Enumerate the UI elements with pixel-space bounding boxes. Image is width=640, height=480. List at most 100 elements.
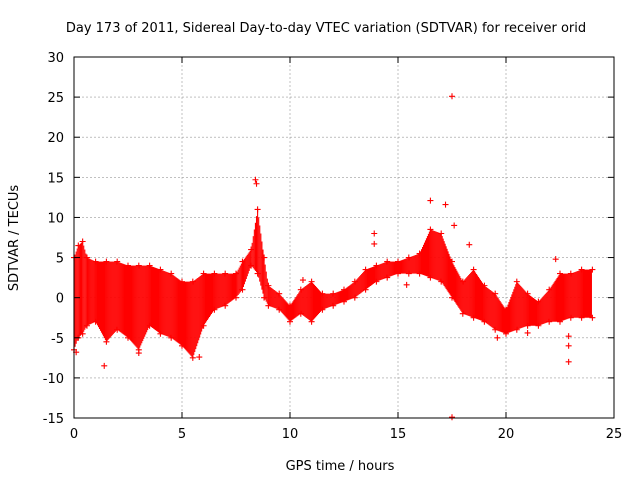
data-point xyxy=(287,302,293,309)
data-point xyxy=(535,298,542,305)
data-point xyxy=(535,322,542,329)
data-point xyxy=(384,258,391,265)
data-point xyxy=(189,278,196,285)
data-point xyxy=(276,306,283,313)
data-point xyxy=(287,318,293,325)
data-point xyxy=(449,294,455,301)
y-tick-label: -10 xyxy=(43,372,64,387)
x-axis-label: GPS time / hours xyxy=(286,459,395,474)
data-point xyxy=(557,318,563,325)
data-point-outlier xyxy=(442,201,449,208)
x-tick-label: 5 xyxy=(178,427,186,442)
data-point xyxy=(254,270,261,277)
data-point xyxy=(297,310,304,317)
data-point xyxy=(524,322,531,329)
data-point xyxy=(239,286,246,293)
data-point-outlier xyxy=(449,93,455,100)
data-point xyxy=(513,278,520,285)
x-tick-label: 15 xyxy=(390,427,407,442)
data-point xyxy=(211,270,218,277)
data-point xyxy=(351,294,358,301)
data-point xyxy=(481,282,488,289)
data-point xyxy=(589,314,596,321)
data-point xyxy=(103,258,110,265)
data-point-outlier xyxy=(101,362,108,369)
data-point xyxy=(362,266,369,273)
data-point xyxy=(567,270,574,277)
data-point-outlier xyxy=(449,414,455,421)
data-point-outlier xyxy=(371,230,378,237)
data-point xyxy=(168,334,175,341)
data-point xyxy=(373,262,380,269)
y-tick-label: 10 xyxy=(47,211,64,226)
data-point-outlier xyxy=(565,342,572,349)
data-point xyxy=(395,258,401,265)
data-point xyxy=(265,282,272,289)
data-point-outlier xyxy=(253,180,260,187)
data-point xyxy=(319,290,326,297)
data-point xyxy=(319,306,326,313)
y-tick-label: 0 xyxy=(56,292,64,307)
data-point xyxy=(114,258,121,265)
data-point xyxy=(222,270,229,277)
y-tick-label: 30 xyxy=(47,51,64,66)
x-tick-label: 10 xyxy=(282,427,299,442)
data-point xyxy=(405,254,412,261)
y-tick-label: -15 xyxy=(43,412,64,427)
data-point xyxy=(557,270,563,277)
data-point xyxy=(589,266,596,273)
data-point-outlier xyxy=(552,256,559,263)
data-point xyxy=(373,278,380,285)
grid xyxy=(74,57,614,418)
data-point xyxy=(265,302,272,309)
data-point xyxy=(200,270,207,277)
data-point xyxy=(470,314,477,321)
data-point xyxy=(341,286,347,293)
data-point-outlier xyxy=(403,281,410,288)
data-point xyxy=(492,290,499,297)
data-point xyxy=(384,274,391,281)
data-point-outlier xyxy=(427,197,434,204)
data-point xyxy=(362,286,369,293)
data-point xyxy=(405,270,412,277)
data-point xyxy=(146,262,153,269)
data-point xyxy=(524,290,531,297)
data-point xyxy=(125,262,131,269)
data-point xyxy=(79,238,86,245)
data-point xyxy=(233,270,239,277)
data-point xyxy=(427,274,434,281)
data-point-outlier xyxy=(299,277,306,284)
data-point xyxy=(459,310,466,317)
data-point xyxy=(546,318,553,325)
data-point xyxy=(503,306,509,313)
y-tick-label: 20 xyxy=(47,131,64,146)
data-point xyxy=(211,306,218,313)
data-point xyxy=(179,342,185,349)
data-point xyxy=(135,262,142,269)
data-point xyxy=(157,266,164,273)
data-point xyxy=(168,270,175,277)
y-tick-label: 15 xyxy=(47,171,64,186)
data-point-outlier xyxy=(494,334,501,341)
data-point xyxy=(276,290,283,297)
data-point xyxy=(248,246,255,253)
data-point xyxy=(416,250,423,257)
data-point xyxy=(179,278,185,285)
data-point xyxy=(459,278,466,285)
data-point xyxy=(114,326,121,333)
chart-title: Day 173 of 2011, Sidereal Day-to-day VTE… xyxy=(66,21,586,36)
data-point xyxy=(492,326,499,333)
axes: 0 5 10 15 20 25 -15 -10 -5 0 5 10 15 20 25 30 xyxy=(43,51,623,442)
data-point-outlier xyxy=(565,333,572,340)
data-point xyxy=(233,294,239,301)
data-point xyxy=(157,330,164,337)
data-point xyxy=(92,258,99,265)
data-point-outlier xyxy=(565,358,572,365)
data-point xyxy=(330,302,337,309)
data-point xyxy=(200,322,207,329)
data-point xyxy=(341,298,347,305)
data-point xyxy=(503,330,509,337)
y-axis-label: SDTVAR / TECUs xyxy=(7,185,22,292)
data-point xyxy=(438,278,445,285)
